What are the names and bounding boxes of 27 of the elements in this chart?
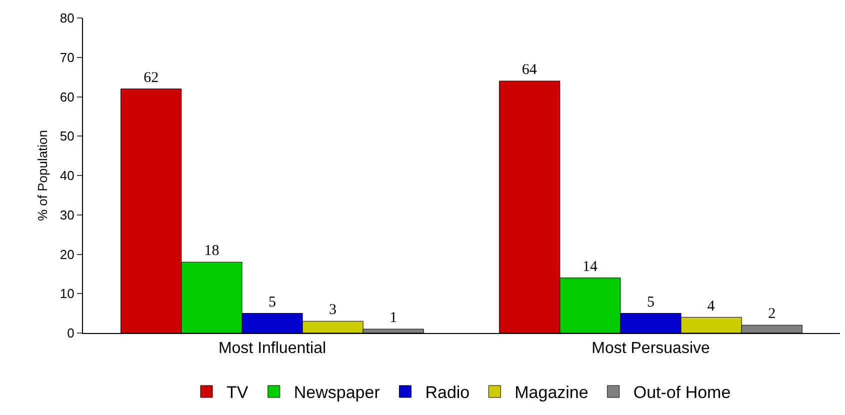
y-tick-label: 50 (60, 128, 74, 144)
y-tick-label: 0 (67, 326, 74, 341)
legend-label: Newspaper (294, 383, 380, 402)
legend-label: Magazine (514, 383, 588, 402)
legend-label: TV (226, 383, 249, 402)
data-label: 3 (329, 302, 337, 318)
y-tick-label: 80 (60, 10, 74, 26)
x-tick-label: Most Persuasive (592, 340, 710, 358)
data-label: 1 (390, 310, 398, 326)
y-tick-label: 20 (60, 246, 74, 262)
y-tick-label: 70 (60, 50, 74, 65)
y-axis-title: % of Population (35, 130, 50, 222)
legend-label: Radio (425, 383, 470, 402)
y-tick-label: 40 (60, 168, 74, 184)
y-tick-label: 60 (60, 89, 74, 104)
data-label: 64 (522, 62, 538, 78)
data-label: 18 (204, 243, 220, 260)
x-tick-label: Most Influential (218, 340, 326, 358)
data-label: 62 (144, 70, 159, 86)
data-label: 5 (268, 294, 276, 310)
y-tick-label: 30 (60, 207, 74, 222)
data-label: 5 (647, 294, 654, 310)
data-label: 14 (582, 258, 598, 275)
data-label: 2 (768, 306, 776, 322)
legend-label: Out-of Home (633, 383, 731, 402)
data-label: 4 (707, 298, 716, 314)
y-tick-label: 10 (60, 286, 74, 302)
